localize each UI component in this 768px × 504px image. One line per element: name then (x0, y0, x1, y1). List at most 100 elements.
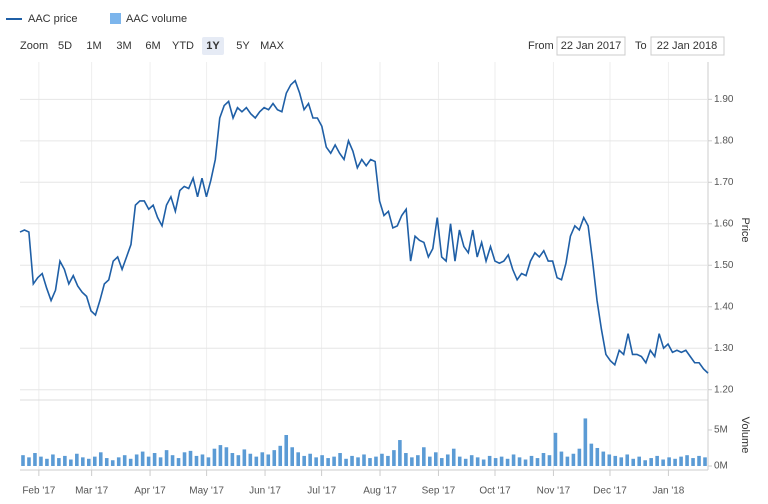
zoom-button[interactable]: 1Y (206, 40, 220, 52)
volume-bar (230, 453, 235, 466)
y-tick-label: 1.20 (714, 384, 734, 395)
volume-bar (69, 459, 73, 466)
volume-bar (57, 458, 61, 466)
zoom-button[interactable]: 3M (116, 40, 131, 52)
volume-bar (625, 454, 630, 466)
volume-bar (428, 456, 432, 466)
volume-bar (637, 456, 641, 466)
volume-bar (98, 452, 103, 466)
to-date[interactable]: 22 Jan 2018 (657, 40, 718, 52)
volume-bar (601, 451, 606, 466)
volume-bar (320, 455, 324, 466)
volume-bar (33, 453, 37, 466)
volume-bar (146, 456, 151, 466)
volume-bar (182, 452, 187, 466)
volume-bar (176, 458, 181, 466)
volume-bar (200, 454, 205, 466)
volume-bar (356, 457, 360, 466)
from-date[interactable]: 22 Jan 2017 (561, 40, 622, 52)
volume-bar (643, 460, 647, 466)
legend-price[interactable]: AAC price (28, 13, 78, 25)
x-tick-label: Oct '17 (479, 486, 511, 497)
volume-bar (248, 453, 253, 466)
volume-bar (170, 455, 175, 466)
volume-bar (344, 458, 348, 466)
x-tick-label: Apr '17 (134, 486, 166, 497)
zoom-button[interactable]: YTD (172, 40, 194, 52)
zoom-button[interactable]: 5D (58, 40, 72, 52)
volume-bar (386, 455, 390, 466)
volume-bar (63, 455, 67, 466)
volume-bar (302, 455, 306, 466)
volume-bar (152, 453, 157, 466)
volume-bar (649, 458, 653, 466)
volume-bar (75, 453, 79, 466)
price-line (19, 79, 709, 374)
volume-bar (212, 448, 217, 466)
volume-bar (529, 455, 534, 466)
volume-bar (481, 459, 486, 466)
volume-bar (577, 448, 582, 466)
x-tick-label: Aug '17 (363, 486, 397, 497)
zoom-button[interactable]: MAX (260, 40, 285, 52)
volume-bar (266, 454, 271, 466)
volume-bar (433, 452, 438, 466)
from-input[interactable] (556, 36, 626, 56)
volume-bar (541, 453, 546, 466)
zoom-button[interactable]: 6M (145, 40, 160, 52)
volume-bar (272, 450, 277, 466)
y-tick-label: 1.30 (714, 343, 734, 354)
volume-bar (517, 457, 522, 466)
volume-bar (254, 456, 259, 466)
volume-bar (511, 454, 516, 466)
volume-bar (589, 443, 594, 466)
volume-bar (667, 457, 671, 466)
to-input[interactable] (650, 36, 725, 56)
volume-bar (410, 457, 414, 466)
volume-bar (613, 455, 618, 466)
volume-bar (398, 440, 402, 466)
volume-bar (523, 459, 528, 466)
y-tick-label: 0M (714, 461, 728, 472)
volume-bar (87, 458, 91, 466)
legend-volume[interactable]: AAC volume (126, 13, 187, 25)
volume-bar (362, 454, 366, 466)
volume-bar (27, 457, 31, 466)
y-axis-label: Price (739, 217, 751, 242)
x-tick-label: Nov '17 (537, 486, 571, 497)
volume-bar (128, 458, 133, 466)
volume-bar (194, 455, 199, 466)
volume-bar (140, 451, 145, 466)
volume-bar (422, 447, 426, 466)
zoom-button-active[interactable] (202, 37, 224, 55)
y-axis-label: Volume (739, 417, 751, 454)
zoom-button[interactable]: 5Y (236, 40, 250, 52)
volume-bar (631, 458, 636, 466)
volume-bar (445, 454, 450, 466)
volume-bar (691, 458, 695, 466)
x-tick-label: Feb '17 (22, 486, 55, 497)
volume-bar (505, 458, 510, 466)
volume-bar (679, 456, 683, 466)
volume-bar (308, 453, 312, 466)
volume-bar (81, 457, 85, 466)
volume-bar (595, 447, 600, 466)
zoom-button[interactable]: 1M (86, 40, 101, 52)
y-tick-label: 1.50 (714, 260, 734, 271)
volume-bar (338, 453, 342, 466)
y-tick-label: 1.80 (714, 135, 734, 146)
volume-bar (416, 455, 420, 466)
x-tick-label: Jun '17 (249, 486, 281, 497)
volume-bar (553, 432, 558, 466)
volume-bar (368, 458, 372, 466)
to-label: To (635, 40, 647, 52)
volume-bar (463, 458, 468, 466)
volume-bar (134, 454, 139, 466)
legend-swatch (110, 13, 121, 24)
volume-bar (296, 452, 300, 466)
y-tick-label: 1.70 (714, 177, 734, 188)
volume-bar (284, 435, 289, 466)
volume-bar (493, 458, 498, 466)
volume-bar (206, 457, 211, 466)
